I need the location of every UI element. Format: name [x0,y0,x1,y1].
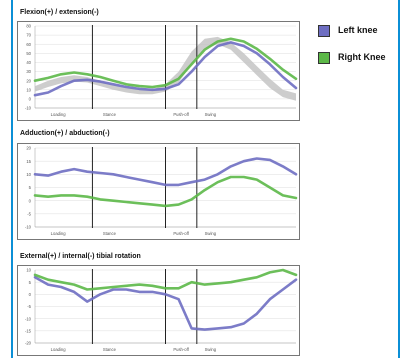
chart-title-flexion: Flexion(+) / extension(-) [20,9,99,16]
phase-label-loading: Loading [51,112,67,117]
y-tick-label: 60 [26,42,31,47]
series-line-left-knee [33,276,298,331]
phase-label-push-off: Push-off [173,347,189,352]
y-tick-label: 80 [26,24,31,29]
y-tick-label: -5 [27,211,31,216]
y-tick-label: 5 [29,185,32,190]
normal-range-band [35,36,296,101]
y-tick-label: 10 [26,172,31,177]
phase-label-stance: Stance [103,112,117,117]
y-tick-label: 30 [26,69,31,74]
phase-label-stance: Stance [103,231,117,236]
y-tick-label: -5 [27,304,31,309]
y-tick-label: 40 [26,60,31,65]
legend-swatch-right-knee [318,52,330,64]
series-line-right-knee [33,37,298,89]
y-tick-label: 20 [26,146,31,151]
chart-frame [17,21,300,121]
y-tick-label: -20 [25,341,32,346]
page-frame [11,0,400,358]
legend-swatch-left-knee [318,25,330,37]
phase-label-loading: Loading [51,231,67,236]
y-tick-label: -10 [25,106,32,111]
phase-label-push-off: Push-off [173,112,189,117]
series-line-left-knee [33,41,298,97]
flexion-chart: 80 70 60 50 40 30 20 10 0 -10 Loading Stance Push-of… [17,21,300,121]
phase-label-swing: Swing [205,112,217,117]
series-line-right-knee [33,268,298,291]
y-tick-label: 10 [26,87,31,92]
phase-label-push-off: Push-off [173,231,189,236]
tibial-rotation-chart: 10 5 0 -5 -10 -15 -20 Loading Stance Push-off Swin… [17,265,300,356]
y-tick-label: -15 [25,328,32,333]
y-tick-label: 15 [26,159,31,164]
chart-title-adduction: Adduction(+) / abduction(-) [20,130,110,137]
chart-title-tibial-rotation: External(+) / internal(-) tibial rotatio… [20,253,141,260]
phase-label-swing: Swing [205,231,217,236]
y-tick-label: 0 [29,198,32,203]
phase-label-stance: Stance [103,347,117,352]
y-tick-label: 70 [26,33,31,38]
y-tick-label: 0 [29,96,32,101]
legend-label-right-knee: Right Knee [338,52,386,62]
y-tick-label: -10 [25,225,32,230]
series-line-right-knee [33,175,298,208]
legend-label-left-knee: Left knee [338,25,378,35]
y-tick-label: 50 [26,51,31,56]
y-tick-label: 5 [29,280,32,285]
chart-frame [17,265,300,356]
series-line-left-knee [33,157,298,187]
y-tick-label: 10 [26,268,31,273]
y-tick-label: 20 [26,78,31,83]
adduction-chart: 20 15 10 5 0 -5 -10 Loading Stance Push-off Swing [17,143,300,240]
y-tick-label: 0 [29,292,32,297]
y-tick-label: -10 [25,316,32,321]
phase-label-swing: Swing [205,347,217,352]
phase-label-loading: Loading [51,347,67,352]
